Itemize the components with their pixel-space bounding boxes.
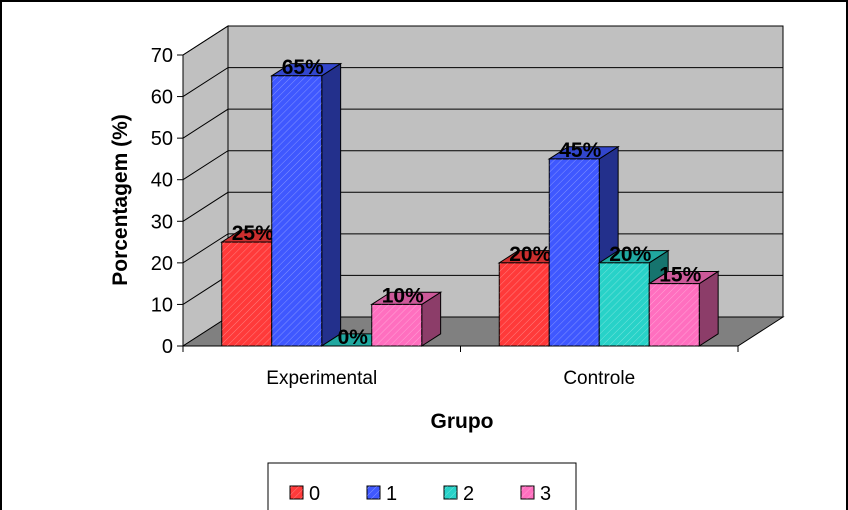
- data-label: 45%: [559, 139, 601, 162]
- bar-texture: [271, 75, 322, 347]
- y-axis-title: Porcentagem (%): [109, 114, 132, 286]
- x-category-label: Controle: [563, 368, 635, 389]
- y-tick-label: 50: [151, 128, 173, 150]
- gridline: [182, 25, 783, 56]
- data-label: 20%: [509, 243, 551, 266]
- gridline: [182, 67, 783, 97]
- bar-texture: [499, 262, 550, 346]
- y-tick-label: 20: [151, 253, 173, 275]
- gridline: [182, 108, 783, 139]
- x-category-label: Experimental: [266, 368, 377, 389]
- legend-label: 2: [463, 483, 474, 505]
- bar-texture: [221, 242, 272, 346]
- legend-swatch-texture: [521, 486, 534, 499]
- data-label: 0%: [338, 326, 369, 349]
- bar-side: [698, 270, 719, 347]
- y-tick-label: 60: [151, 87, 173, 109]
- bar-texture: [649, 283, 700, 346]
- y-tick-label: 30: [151, 211, 173, 233]
- data-label: 25%: [232, 222, 274, 245]
- legend-swatch-texture: [444, 486, 457, 499]
- bar-texture: [371, 304, 422, 346]
- y-tick-label: 0: [162, 336, 173, 358]
- y-tick-label: 40: [151, 170, 173, 192]
- x-axis-title: Grupo: [431, 410, 494, 433]
- data-label: 20%: [609, 243, 651, 266]
- legend-label: 3: [540, 483, 551, 505]
- y-tick-label: 10: [151, 294, 173, 316]
- data-label: 15%: [659, 264, 701, 287]
- bar-texture: [599, 262, 650, 346]
- data-label: 10%: [382, 284, 424, 307]
- data-label: 65%: [282, 56, 324, 79]
- legend-label: 0: [309, 483, 320, 505]
- bar-side: [321, 62, 342, 347]
- legend-swatch-texture: [367, 486, 380, 499]
- legend-label: 1: [386, 483, 397, 505]
- legend-swatch-texture: [290, 486, 303, 499]
- bar-texture: [549, 158, 600, 346]
- y-tick-label: 70: [151, 45, 173, 67]
